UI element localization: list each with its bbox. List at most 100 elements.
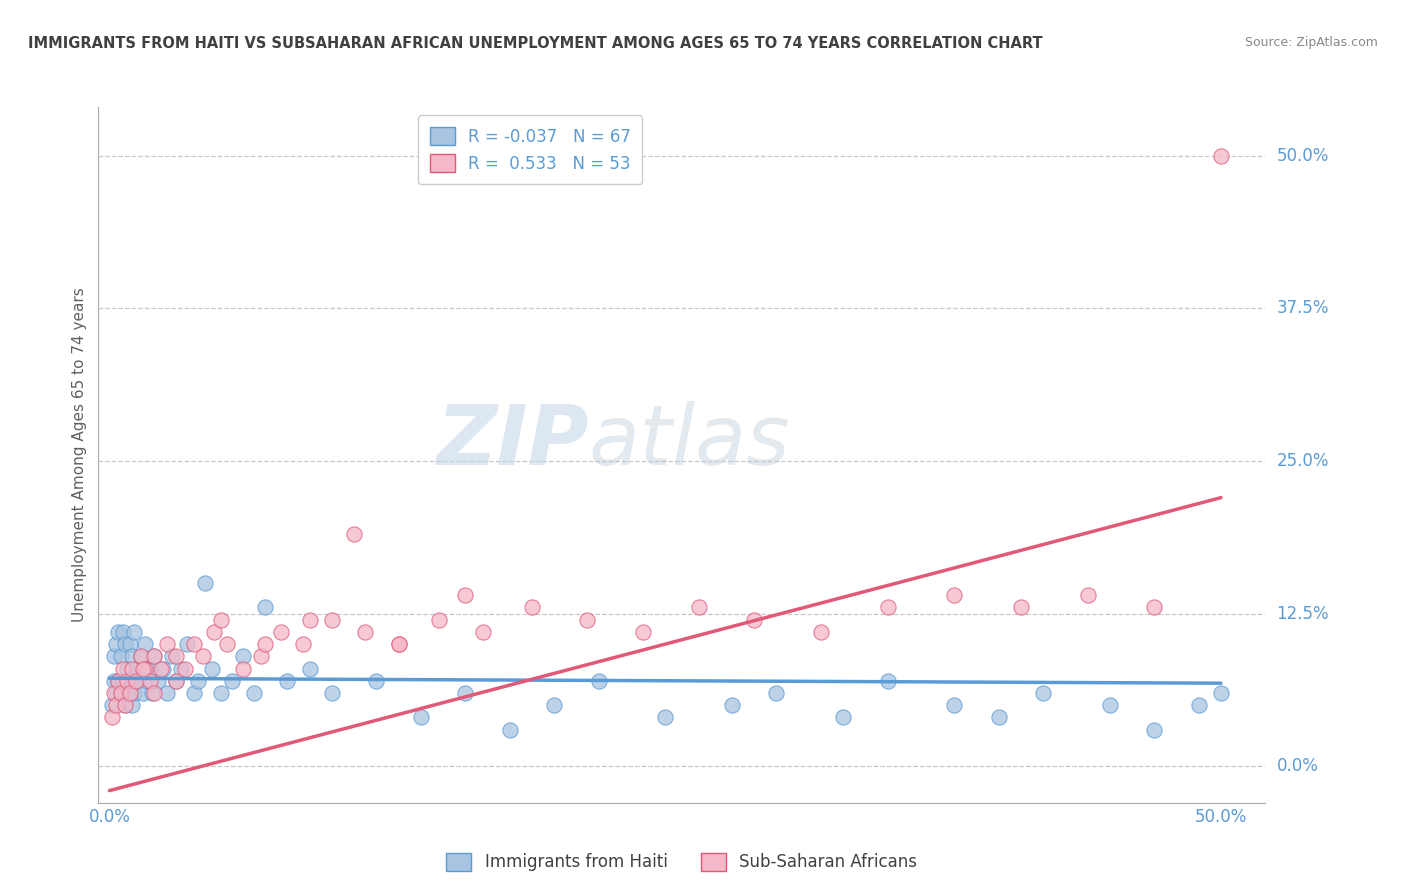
Point bbox=[321, 686, 343, 700]
Point bbox=[183, 686, 205, 700]
Point bbox=[121, 698, 143, 713]
Point bbox=[132, 686, 155, 700]
Point bbox=[1143, 600, 1166, 615]
Point bbox=[122, 686, 145, 700]
Point bbox=[100, 698, 122, 713]
Point bbox=[165, 673, 187, 688]
Point bbox=[688, 600, 710, 615]
Point bbox=[298, 613, 321, 627]
Point bbox=[156, 686, 179, 700]
Text: atlas: atlas bbox=[589, 401, 790, 482]
Point bbox=[291, 637, 314, 651]
Point bbox=[366, 673, 388, 688]
Point bbox=[321, 613, 343, 627]
Point bbox=[520, 600, 543, 615]
Point bbox=[132, 661, 155, 675]
Point bbox=[876, 600, 898, 615]
Point bbox=[165, 649, 187, 664]
Point bbox=[111, 661, 134, 675]
Point bbox=[169, 661, 191, 675]
Point bbox=[121, 649, 143, 664]
Point bbox=[254, 600, 277, 615]
Point bbox=[588, 673, 610, 688]
Point bbox=[194, 576, 217, 591]
Point bbox=[117, 661, 139, 675]
Point bbox=[125, 661, 148, 675]
Point bbox=[387, 637, 409, 651]
Point bbox=[765, 686, 787, 700]
Point bbox=[742, 613, 765, 627]
Text: 25.0%: 25.0% bbox=[1277, 452, 1329, 470]
Point bbox=[232, 649, 254, 664]
Point bbox=[152, 661, 174, 675]
Point bbox=[472, 624, 495, 639]
Point bbox=[232, 661, 254, 675]
Point bbox=[876, 673, 898, 688]
Point bbox=[107, 624, 129, 639]
Point bbox=[654, 710, 676, 724]
Point bbox=[149, 661, 172, 675]
Point bbox=[1188, 698, 1211, 713]
Point bbox=[103, 649, 125, 664]
Point bbox=[129, 649, 152, 664]
Point bbox=[217, 637, 239, 651]
Point bbox=[105, 698, 128, 713]
Point bbox=[160, 649, 183, 664]
Point bbox=[209, 686, 232, 700]
Point bbox=[987, 710, 1010, 724]
Point bbox=[176, 637, 198, 651]
Point bbox=[243, 686, 266, 700]
Point bbox=[122, 624, 145, 639]
Text: 12.5%: 12.5% bbox=[1277, 605, 1329, 623]
Point bbox=[136, 673, 159, 688]
Point bbox=[409, 710, 432, 724]
Point bbox=[114, 698, 136, 713]
Point bbox=[249, 649, 271, 664]
Point bbox=[107, 673, 129, 688]
Point bbox=[174, 661, 197, 675]
Point bbox=[270, 624, 292, 639]
Point bbox=[427, 613, 450, 627]
Point bbox=[221, 673, 243, 688]
Point bbox=[118, 673, 141, 688]
Point bbox=[454, 588, 477, 602]
Point bbox=[105, 686, 128, 700]
Legend: Immigrants from Haiti, Sub-Saharan Africans: Immigrants from Haiti, Sub-Saharan Afric… bbox=[440, 846, 924, 878]
Text: 0.0%: 0.0% bbox=[1277, 757, 1319, 775]
Point bbox=[134, 661, 156, 675]
Point bbox=[118, 686, 141, 700]
Point bbox=[129, 649, 152, 664]
Point bbox=[498, 723, 520, 737]
Point bbox=[143, 649, 166, 664]
Point bbox=[576, 613, 599, 627]
Point bbox=[1032, 686, 1054, 700]
Point bbox=[111, 624, 134, 639]
Text: Source: ZipAtlas.com: Source: ZipAtlas.com bbox=[1244, 36, 1378, 49]
Point bbox=[121, 661, 143, 675]
Point bbox=[134, 637, 156, 651]
Point bbox=[202, 624, 225, 639]
Point bbox=[387, 637, 409, 651]
Point bbox=[156, 637, 179, 651]
Point bbox=[127, 673, 149, 688]
Point bbox=[1143, 723, 1166, 737]
Point bbox=[1209, 149, 1232, 163]
Point bbox=[1077, 588, 1099, 602]
Point bbox=[201, 661, 224, 675]
Point bbox=[1010, 600, 1032, 615]
Point bbox=[107, 673, 129, 688]
Point bbox=[117, 686, 139, 700]
Point bbox=[276, 673, 298, 688]
Text: IMMIGRANTS FROM HAITI VS SUBSAHARAN AFRICAN UNEMPLOYMENT AMONG AGES 65 TO 74 YEA: IMMIGRANTS FROM HAITI VS SUBSAHARAN AFRI… bbox=[28, 36, 1043, 51]
Point bbox=[105, 637, 128, 651]
Point bbox=[298, 661, 321, 675]
Point bbox=[543, 698, 565, 713]
Point bbox=[117, 673, 139, 688]
Point bbox=[100, 710, 122, 724]
Point bbox=[125, 673, 148, 688]
Point bbox=[943, 588, 966, 602]
Point bbox=[110, 649, 132, 664]
Point bbox=[148, 673, 170, 688]
Point bbox=[191, 649, 214, 664]
Point bbox=[110, 686, 132, 700]
